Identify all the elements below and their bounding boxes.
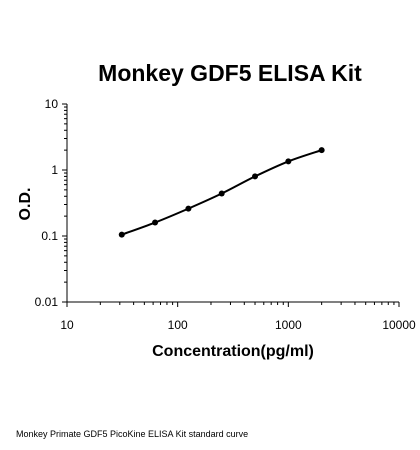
data-point [252, 173, 259, 180]
axes [66, 104, 399, 303]
x-tick-label: 1000 [275, 318, 302, 332]
y-tick-label: 1 [51, 163, 58, 177]
data-point [285, 158, 292, 165]
data-point [218, 190, 225, 197]
figure-caption: Monkey Primate GDF5 PicoKine ELISA Kit s… [16, 429, 249, 439]
y-tick-label: 0.01 [35, 295, 59, 309]
x-tick-label: 10000 [382, 318, 416, 332]
x-axis-label: Concentration(pg/ml) [152, 343, 314, 360]
axis-ticks: 0.01 0.1 1 10 10 100 1000 10000 [35, 97, 416, 332]
data-series [118, 147, 325, 238]
data-point [152, 219, 159, 226]
chart-title: Monkey GDF5 ELISA Kit [98, 60, 362, 86]
y-axis-label: O.D. [17, 188, 34, 221]
data-point [318, 147, 325, 154]
x-tick-label: 100 [168, 318, 188, 332]
data-point [118, 231, 125, 238]
y-tick-label: 10 [45, 97, 59, 111]
x-tick-label: 10 [60, 318, 74, 332]
data-point [185, 205, 192, 212]
y-tick-label: 0.1 [41, 229, 58, 243]
